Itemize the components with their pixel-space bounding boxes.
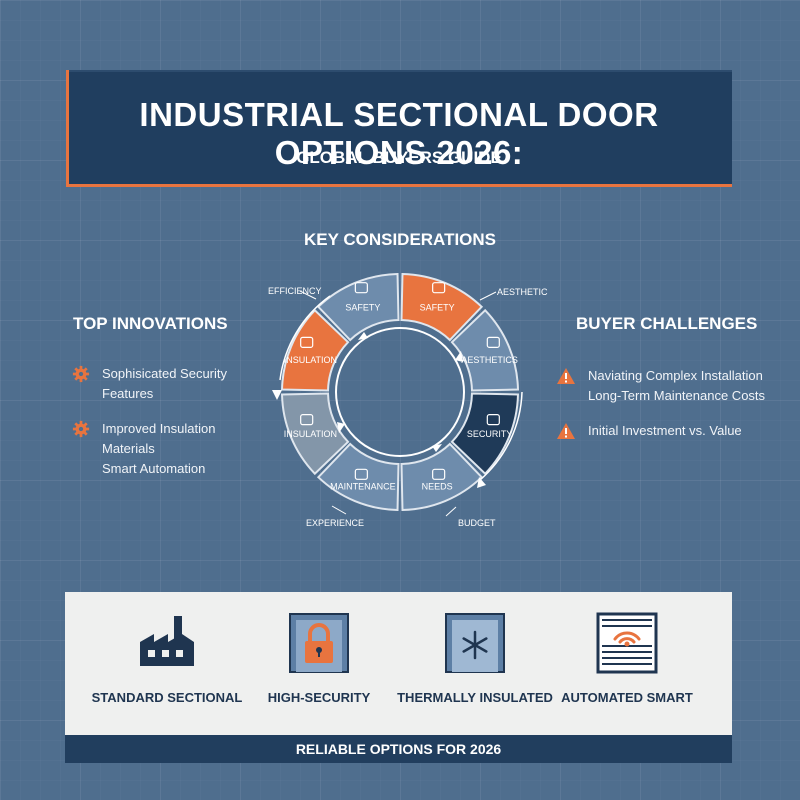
- option-label: HIGH-SECURITY: [267, 690, 371, 705]
- option-thermally-insulated: THERMALLY INSULATED: [395, 592, 555, 735]
- buyer-challenges-title: BUYER CHALLENGES: [576, 314, 758, 333]
- option-automated-smart: AUTOMATED SMART: [547, 592, 707, 735]
- wifi-door-icon: [596, 612, 658, 674]
- outer-cycle-arrows: [272, 290, 523, 517]
- innovation-line-2: Features: [102, 386, 154, 401]
- page-subtitle: GLOBAL BUYERS GUIDE: [296, 148, 502, 167]
- outer-label-efficiency: EFFICIENCY: [268, 286, 322, 296]
- option-label: STANDARD SECTIONAL: [91, 690, 243, 705]
- option-standard-sectional: STANDARD SECTIONAL: [87, 592, 247, 735]
- ring-segment-label: AESTHETICS: [461, 355, 518, 365]
- factory-icon: [140, 616, 194, 666]
- ring-segments: SAFETY AESTHETICS SECURITY NEEDS MAINTENANCE…: [281, 273, 519, 511]
- list-item: Sophisicated Security Features: [70, 364, 270, 404]
- innovation-line-1: Improved Insulation Materials: [102, 421, 216, 456]
- gear-icon: [72, 420, 90, 438]
- title-banner: INDUSTRIAL SECTIONAL DOOR OPTIONS 2026: …: [66, 70, 732, 186]
- ring-segment-security: [450, 392, 519, 476]
- footer-banner: RELIABLE OPTIONS FOR 2026: [65, 735, 732, 763]
- challenges-list: Naviating Complex Installation Long-Term…: [556, 366, 786, 441]
- gear-icon: [72, 365, 90, 383]
- challenge-line-2: Long-Term Maintenance Costs: [588, 388, 766, 403]
- shield-icon: [354, 282, 368, 294]
- list-item: Naviating Complex Installation Long-Term…: [556, 366, 786, 406]
- page-title: INDUSTRIAL SECTIONAL DOOR OPTIONS 2026:: [139, 96, 659, 171]
- remote-icon: [432, 468, 446, 480]
- warning-icon: [557, 423, 575, 439]
- list-item: Improved Insulation Materials Smart Auto…: [70, 419, 270, 479]
- ring-segment-needs: [400, 442, 484, 511]
- ring-segment-label: MAINTENANCE: [330, 482, 396, 492]
- innovations-list: Sophisicated Security Features Improved …: [70, 364, 270, 479]
- innovation-line-1: Sophisicated Security: [102, 366, 228, 381]
- lock-tablet-icon: [432, 282, 446, 294]
- option-label: AUTOMATED SMART: [561, 690, 693, 705]
- outer-label-aesthetic: AESTHETIC: [497, 287, 548, 297]
- ring-segment-label: INSULATION: [284, 355, 337, 365]
- innovation-line-2: Smart Automation: [102, 461, 206, 476]
- image-frame-icon: [486, 336, 500, 348]
- ring-segment-insulation: [281, 308, 350, 392]
- outer-label-budget: BUDGET: [458, 518, 496, 528]
- key-considerations-title: KEY CONSIDERATIONS: [303, 230, 497, 249]
- ring-segment-label: SAFETY: [420, 302, 455, 312]
- thermometer-icon: [300, 336, 314, 348]
- banner-accent-left: [66, 70, 69, 186]
- padlock-door-icon: [289, 613, 349, 673]
- top-innovations-title: TOP INNOVATIONS: [73, 314, 228, 333]
- ring-segment-label: SECURITY: [467, 429, 513, 439]
- ring-segment-label: INSULATION: [284, 429, 337, 439]
- door-options-panel: STANDARD SECTIONAL HIGH-SECURITY THERMAL…: [65, 592, 732, 735]
- snowflake-door-icon: [445, 613, 505, 673]
- banner-accent-bottom: [66, 184, 732, 187]
- challenge-line-1: Initial Investment vs. Value: [588, 423, 742, 438]
- option-high-security: HIGH-SECURITY: [239, 592, 399, 735]
- inner-cycle-arrows: [335, 327, 465, 457]
- ring-segment-label: SAFETY: [345, 302, 380, 312]
- option-label: THERMALLY INSULATED: [397, 690, 553, 705]
- ring-segment-safety: [316, 273, 400, 342]
- ring-segment-safety: [400, 273, 484, 342]
- warning-icon: [557, 368, 575, 384]
- layers-icon: [300, 414, 314, 426]
- challenge-line-1: Naviating Complex Installation: [588, 368, 763, 383]
- outer-label-experience: EXPERIENCE: [306, 518, 364, 528]
- ring-segment-label: NEEDS: [422, 482, 453, 492]
- panel-icon: [354, 468, 368, 480]
- ring-segment-maintenance: [316, 442, 400, 511]
- lock-hand-icon: [486, 414, 500, 426]
- list-item: Initial Investment vs. Value: [556, 421, 786, 441]
